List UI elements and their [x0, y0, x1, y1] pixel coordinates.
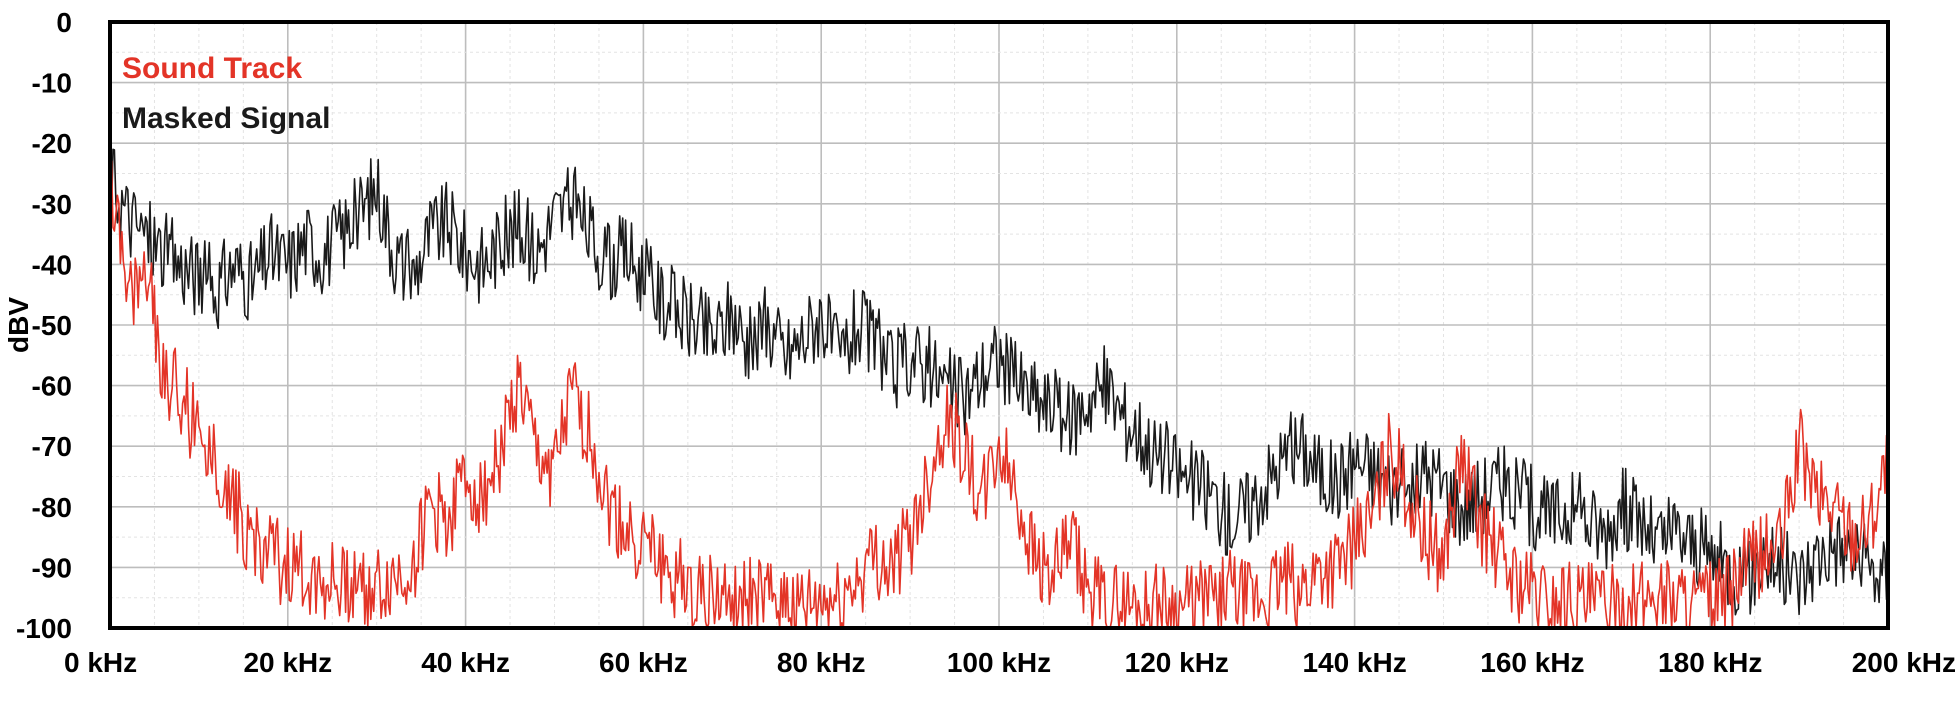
y-tick-label: -60 [32, 371, 72, 402]
x-tick-label: 60 kHz [599, 647, 688, 678]
y-tick-label: -70 [32, 431, 72, 462]
y-axis-label: dBV [3, 297, 34, 353]
x-tick-label: 100 kHz [947, 647, 1051, 678]
y-tick-label: 0 [56, 7, 72, 38]
y-axis-ticks: 0 -10 -20 -30 -40 -50 -60 -70 -80 -90 -100 [16, 7, 72, 644]
y-tick-label: -10 [32, 68, 72, 99]
y-tick-label: -90 [32, 552, 72, 583]
x-tick-label: 40 kHz [421, 647, 510, 678]
x-tick-label: 120 kHz [1125, 647, 1229, 678]
plot-frame [108, 20, 1890, 630]
y-tick-label: -30 [32, 189, 72, 220]
y-tick-label: -20 [32, 128, 72, 159]
grid-layer [109, 21, 1889, 629]
x-tick-label: 0 kHz [64, 647, 137, 678]
series-line-masked-signal [109, 148, 1889, 616]
y-tick-label: -80 [32, 492, 72, 523]
series-line-sound-track [109, 160, 1889, 629]
legend-entry-masked-signal: Masked Signal [122, 102, 330, 135]
y-tick-label: -40 [32, 249, 72, 280]
x-tick-label: 140 kHz [1302, 647, 1406, 678]
x-tick-label: 200 kHz [1852, 647, 1956, 678]
legend-entry-sound-track: Sound Track [122, 52, 302, 85]
y-tick-label: -50 [32, 310, 72, 341]
y-tick-label: -100 [16, 613, 72, 644]
x-tick-label: 160 kHz [1480, 647, 1584, 678]
x-tick-label: 80 kHz [777, 647, 866, 678]
series-layer [109, 148, 1889, 629]
x-tick-label: 20 kHz [243, 647, 332, 678]
legend: Sound Track Masked Signal [122, 52, 330, 135]
x-axis-ticks: 0 kHz 20 kHz 40 kHz 60 kHz 80 kHz 100 kHz 120 … [64, 647, 1956, 678]
x-tick-label: 180 kHz [1658, 647, 1762, 678]
